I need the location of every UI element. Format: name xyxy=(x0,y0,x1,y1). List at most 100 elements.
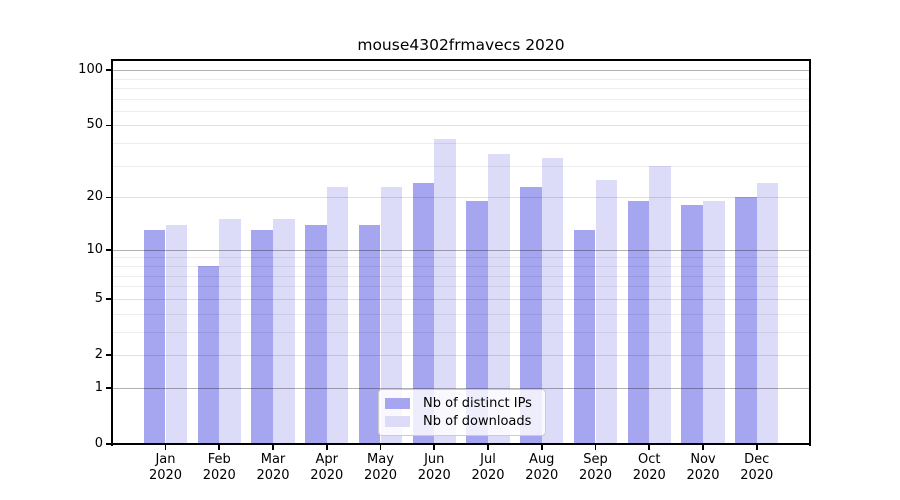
bar-downloads-jun xyxy=(434,139,456,445)
y-tick-label-100: 100 xyxy=(78,62,103,78)
plot-frame-right-spine xyxy=(808,59,811,446)
bar-distinct-ips-apr xyxy=(305,224,327,445)
x-tick-year: 2020 xyxy=(525,468,559,483)
bar-downloads-aug xyxy=(541,158,564,445)
x-tick-month: Feb xyxy=(207,452,231,467)
x-tick-year: 2020 xyxy=(686,468,720,483)
bar-distinct-ips-feb xyxy=(197,265,220,445)
x-tick-month: Sep xyxy=(583,452,608,467)
x-tick-label-jul: Jul 2020 xyxy=(458,452,518,484)
bar-downloads-jul xyxy=(488,153,510,445)
x-tick-nov xyxy=(702,445,704,450)
y-tick-100 xyxy=(106,69,112,71)
bar-downloads-sep xyxy=(595,180,618,445)
bar-downloads-jan xyxy=(165,224,188,445)
x-tick-feb xyxy=(218,445,221,450)
y-tick-0 xyxy=(106,443,112,445)
y-tick-20 xyxy=(106,196,112,199)
x-tick-label-apr: Apr 2020 xyxy=(297,452,357,484)
bar-distinct-ips-mar xyxy=(251,230,273,445)
x-tick-label-feb: Feb 2020 xyxy=(189,452,249,484)
legend-label-distinct-ips: Nb of distinct IPs xyxy=(423,395,532,411)
gridline-minor-90 xyxy=(113,78,809,80)
gridline-minor-80 xyxy=(113,87,809,89)
x-tick-aug xyxy=(540,445,543,450)
y-tick-2 xyxy=(106,354,112,356)
gridline-minor-30 xyxy=(113,165,809,167)
y-tick-label-1: 1 xyxy=(94,379,103,395)
x-tick-month: Mar xyxy=(260,452,286,467)
x-tick-year: 2020 xyxy=(256,468,290,483)
x-tick-year: 2020 xyxy=(310,468,344,483)
x-tick-jun xyxy=(433,445,436,450)
x-tick-label-aug: Aug 2020 xyxy=(512,452,572,484)
x-tick-month: Jan xyxy=(155,452,176,467)
bar-downloads-may xyxy=(380,186,403,445)
x-tick-jan xyxy=(164,445,167,450)
legend-swatch-distinct-ips xyxy=(385,397,410,409)
bar-downloads-feb xyxy=(219,219,241,445)
x-tick-month: Jun xyxy=(424,452,445,467)
x-tick-year: 2020 xyxy=(632,468,666,483)
legend: Nb of distinct IPs Nb of downloads xyxy=(378,389,546,436)
y-tick-label-20: 20 xyxy=(86,189,103,205)
y-tick-label-0: 0 xyxy=(94,436,103,451)
plot-frame-bottom-spine xyxy=(111,443,811,445)
chart-title: mouse4302frmavecs 2020 xyxy=(357,36,565,54)
bar-distinct-ips-oct xyxy=(627,201,650,445)
x-tick-mar xyxy=(272,445,274,450)
x-tick-month: Dec xyxy=(744,452,770,467)
x-tick-year: 2020 xyxy=(740,468,774,483)
y-tick-5 xyxy=(106,298,112,300)
gridline-minor-40 xyxy=(113,143,809,145)
bar-distinct-ips-jul xyxy=(466,201,488,445)
y-tick-10 xyxy=(106,248,112,251)
x-tick-month: Apr xyxy=(315,452,339,467)
x-tick-year: 2020 xyxy=(578,468,613,483)
legend-item-downloads: Nb of downloads xyxy=(385,413,539,431)
x-tick-sep xyxy=(594,445,597,450)
bar-distinct-ips-jan xyxy=(143,230,166,445)
x-tick-month: Oct xyxy=(638,452,661,467)
x-tick-label-dec: Dec 2020 xyxy=(727,452,787,484)
x-tick-jul xyxy=(487,445,489,450)
x-tick-label-jun: Jun 2020 xyxy=(404,452,464,484)
y-tick-label-50: 50 xyxy=(86,117,103,133)
bar-downloads-dec xyxy=(756,183,779,445)
bar-distinct-ips-jun xyxy=(412,183,435,445)
x-tick-year: 2020 xyxy=(471,468,505,483)
x-tick-year: 2020 xyxy=(202,468,236,483)
y-tick-1 xyxy=(106,387,112,389)
plot-frame-left-spine xyxy=(111,59,114,446)
gridline-minor-70 xyxy=(113,98,809,100)
x-tick-month: Nov xyxy=(690,452,716,467)
x-tick-year: 2020 xyxy=(363,468,398,483)
bar-downloads-mar xyxy=(273,219,295,445)
gridline-minor-60 xyxy=(113,110,809,112)
gridline-major-20 xyxy=(113,197,809,199)
legend-label-downloads: Nb of downloads xyxy=(423,414,532,430)
y-tick-label-10: 10 xyxy=(86,241,103,257)
bar-downloads-nov xyxy=(703,201,725,445)
bar-distinct-ips-may xyxy=(358,224,381,445)
y-tick-label-5: 5 xyxy=(94,290,103,306)
x-tick-month: Jul xyxy=(480,452,496,467)
legend-swatch-downloads xyxy=(385,416,410,428)
x-tick-label-sep: Sep 2020 xyxy=(566,452,626,484)
bar-distinct-ips-aug xyxy=(520,186,542,445)
x-tick-may xyxy=(379,445,382,450)
x-tick-label-mar: Mar 2020 xyxy=(243,452,303,484)
x-tick-label-nov: Nov 2020 xyxy=(673,452,733,484)
y-tick-label-2: 2 xyxy=(94,346,103,362)
gridline-major-100 xyxy=(113,70,809,72)
x-tick-month: Aug xyxy=(529,452,555,467)
x-tick-oct xyxy=(648,445,651,450)
y-tick-50 xyxy=(106,124,112,127)
x-tick-dec xyxy=(755,445,758,450)
x-tick-label-oct: Oct 2020 xyxy=(619,452,679,484)
x-tick-year: 2020 xyxy=(417,468,451,483)
gridline-major-50 xyxy=(113,125,809,127)
bar-downloads-oct xyxy=(649,165,671,445)
bar-distinct-ips-dec xyxy=(735,197,757,445)
